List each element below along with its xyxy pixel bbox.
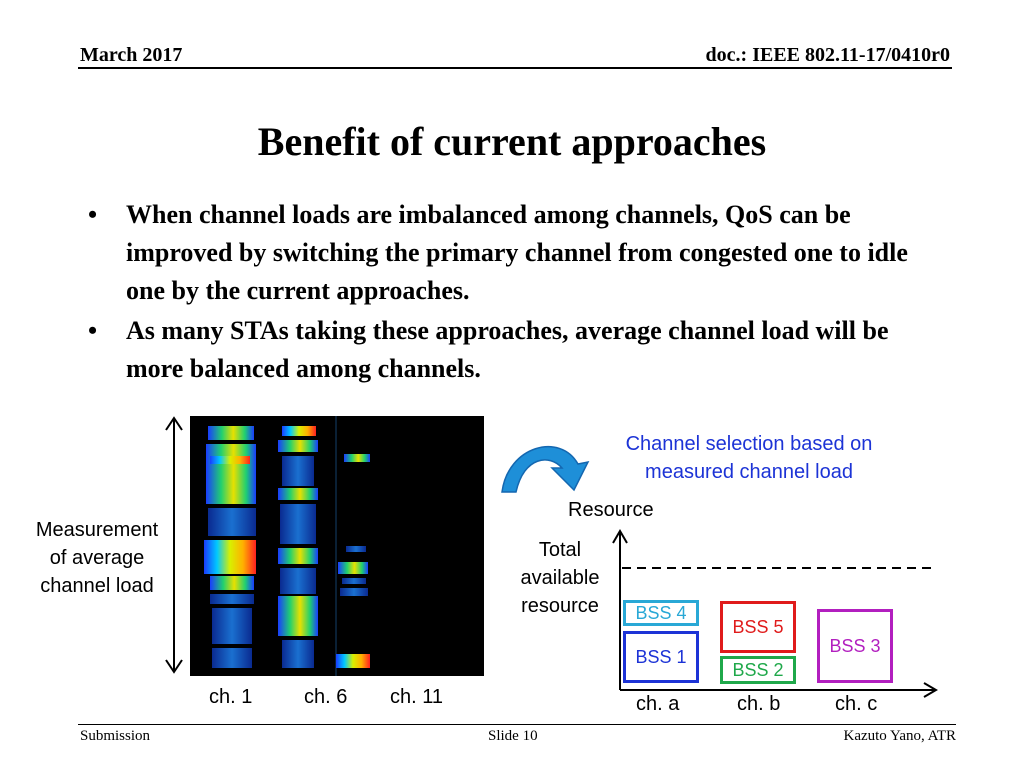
bullet-text: When channel loads are imbalanced among … [126, 200, 908, 305]
channel-11-band [336, 454, 370, 668]
bullet-item: • When channel loads are imbalanced amon… [88, 196, 948, 310]
bullet-marker: • [88, 200, 98, 229]
channel-6-band [278, 426, 318, 668]
footer-submission: Submission [80, 728, 151, 744]
bss-2-block: BSS 2 [720, 656, 796, 684]
channel-label: ch. 1 [209, 686, 253, 708]
channel-1-band [204, 426, 256, 668]
header-divider [78, 67, 952, 69]
total-resource-label: Total available resource [520, 539, 600, 617]
channel-c-label: ch. c [835, 693, 878, 715]
channel-b-label: ch. b [737, 693, 781, 715]
measurement-label: Measurement of average channel load [35, 519, 159, 597]
channel-label: ch. 11 [390, 686, 443, 708]
footer-author: Kazuto Yano, ATR [843, 728, 956, 744]
footer-divider [78, 724, 956, 725]
bullet-marker: • [88, 316, 98, 345]
channel-label: ch. 6 [304, 686, 348, 708]
channel-selection-note: Channel selection based on measured chan… [625, 433, 873, 483]
slide-title: Benefit of current approaches [257, 119, 767, 164]
spectrogram-image [190, 416, 484, 676]
resource-axis-label: Resource [568, 499, 654, 521]
bullet-text: As many STAs taking these approaches, av… [126, 316, 889, 383]
header-doc-id: doc.: IEEE 802.11-17/0410r0 [705, 44, 950, 66]
bss-5-block: BSS 5 [720, 601, 796, 653]
double-arrow-icon [165, 416, 183, 674]
bss-3-block: BSS 3 [817, 609, 893, 683]
header-date: March 2017 [80, 44, 183, 66]
resource-axes [612, 529, 938, 698]
curved-arrow-icon [501, 446, 590, 493]
channel-a-label: ch. a [636, 693, 680, 715]
footer-slide-number: Slide 10 [488, 728, 538, 744]
bullet-item: • As many STAs taking these approaches, … [88, 312, 948, 388]
bss-1-block: BSS 1 [623, 631, 699, 683]
bullet-list: • When channel loads are imbalanced amon… [88, 196, 948, 390]
bss-4-block: BSS 4 [623, 600, 699, 626]
